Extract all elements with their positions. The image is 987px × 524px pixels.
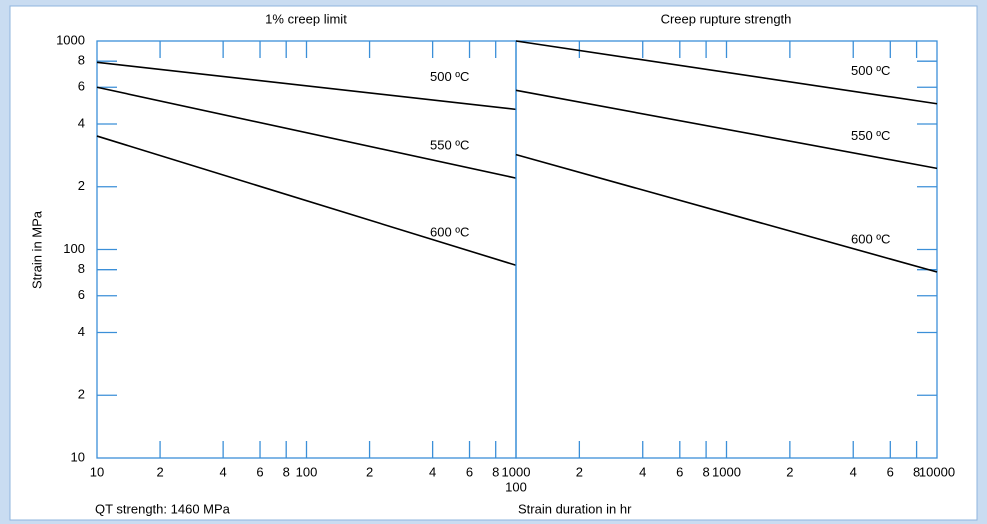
y-tick-label: 10 [71, 449, 85, 464]
x-tick-label: 4 [850, 464, 857, 479]
x-tick-label: 1000 [502, 464, 531, 479]
x-axis-label: Strain duration in hr [518, 501, 632, 516]
y-tick-label: 6 [78, 79, 85, 94]
series-label: 600 ºC [851, 231, 890, 246]
x-tick-label: 6 [256, 464, 263, 479]
y-tick-label: 100 [63, 241, 85, 256]
series-label: 500 ºC [851, 63, 890, 78]
series-line [96, 135, 517, 267]
x-tick-label: 8 [702, 464, 709, 479]
x-tick-label: 8 [283, 464, 290, 479]
x-tick-label: 10000 [919, 464, 955, 479]
x-tick-label: 8 [913, 464, 920, 479]
x-tick-label: 2 [786, 464, 793, 479]
series-label: 600 ºC [430, 225, 469, 240]
series-label: 500 ºC [430, 69, 469, 84]
x-tick-label: 1000 [712, 464, 741, 479]
series-line [515, 40, 938, 105]
series-line [515, 153, 938, 273]
annotation: QT strength: 1460 MPa [95, 501, 231, 516]
series-line [515, 89, 938, 170]
y-tick-label: 2 [78, 387, 85, 402]
x-tick-label: 6 [676, 464, 683, 479]
x-tick-label: 2 [576, 464, 583, 479]
y-tick-label: 6 [78, 287, 85, 302]
y-axis-label: Strain in MPa [29, 210, 44, 289]
panel-frame [9, 5, 978, 521]
series-line [96, 61, 517, 111]
y-tick-label: 2 [78, 178, 85, 193]
x-tick-label: 10 [90, 464, 104, 479]
y-tick-label: 8 [78, 53, 85, 68]
x-tick-label: 6 [887, 464, 894, 479]
x-tick-label: 8 [492, 464, 499, 479]
series-line [96, 86, 517, 179]
chart-title: Creep rupture strength [661, 11, 792, 26]
x-tick-label: 2 [366, 464, 373, 479]
x-tick-label: 6 [466, 464, 473, 479]
x-tick-label: 100 [296, 464, 318, 479]
x-tick-label: 2 [156, 464, 163, 479]
chart-title: 1% creep limit [265, 11, 347, 26]
y-tick-label: 1000 [56, 32, 85, 47]
x-tick-label: 4 [429, 464, 436, 479]
x-tick-label: 100 [505, 479, 527, 494]
x-tick-label: 4 [639, 464, 646, 479]
y-tick-label: 8 [78, 261, 85, 276]
series-label: 550 ºC [430, 138, 469, 153]
series-label: 550 ºC [851, 128, 890, 143]
y-tick-label: 4 [78, 324, 85, 339]
y-tick-label: 4 [78, 115, 85, 130]
x-tick-label: 4 [220, 464, 227, 479]
